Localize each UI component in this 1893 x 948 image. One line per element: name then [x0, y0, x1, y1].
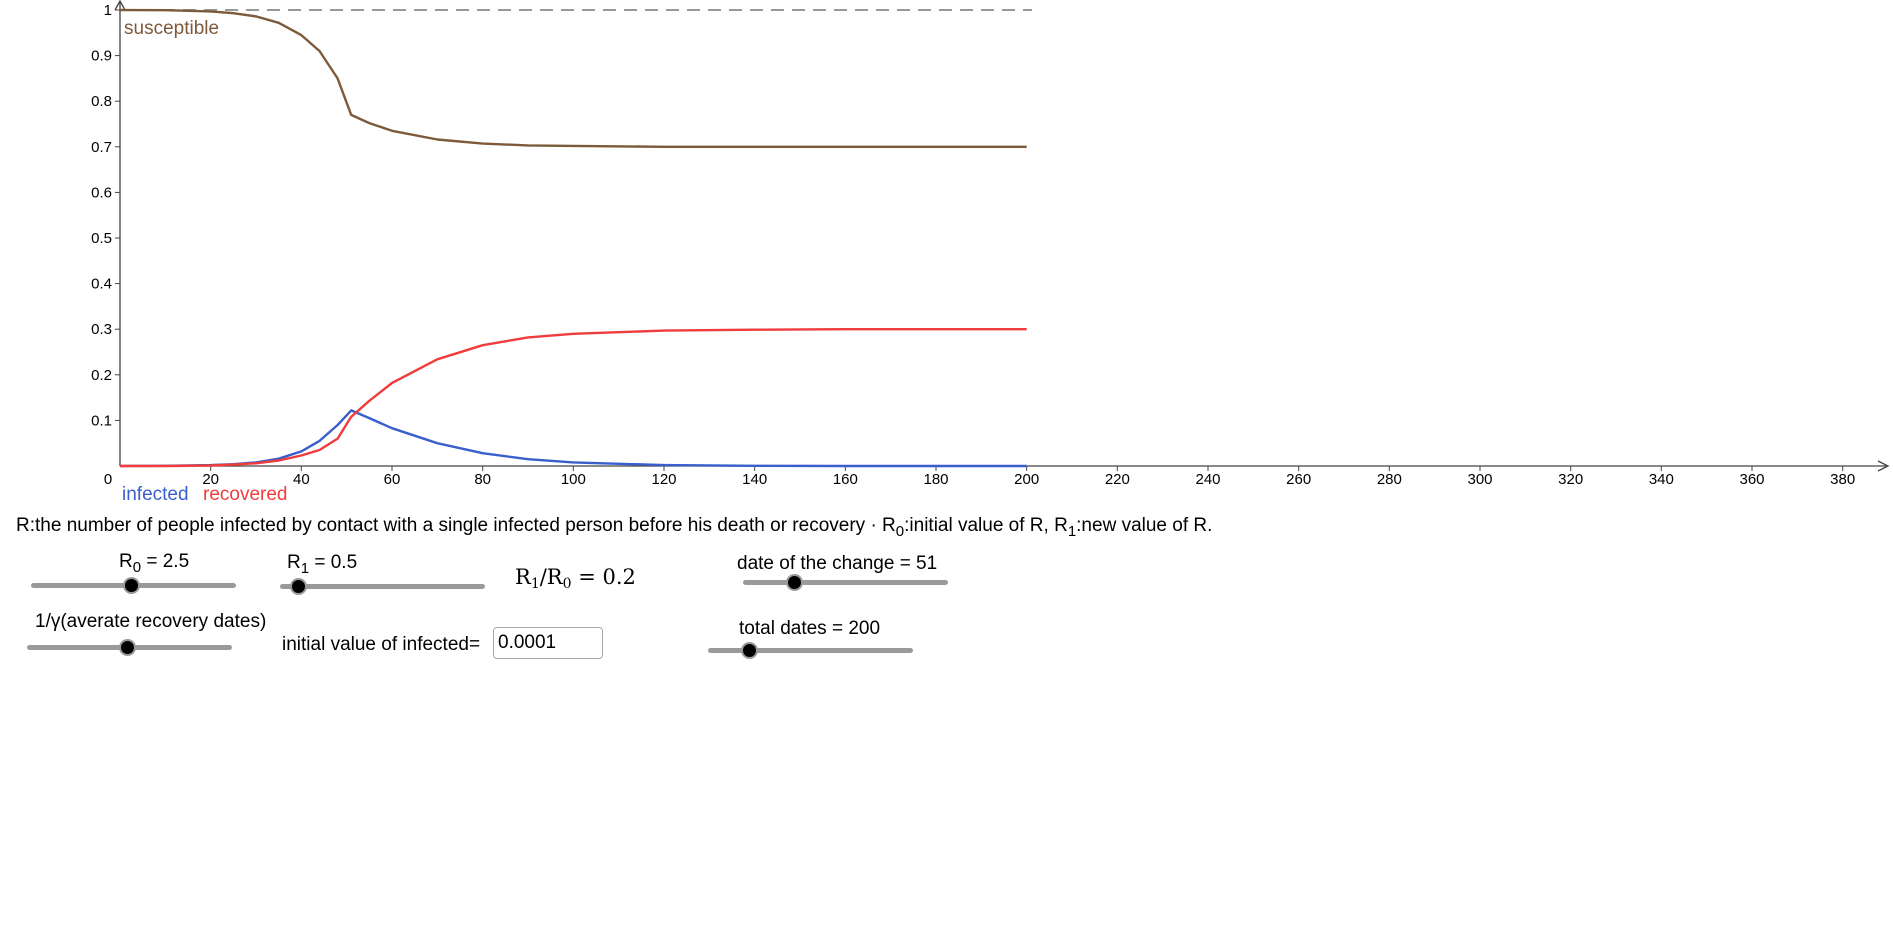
total-dates-slider-track[interactable]	[708, 648, 913, 653]
series-line-infected	[119, 409, 1027, 468]
x-tick-label: 360	[1739, 471, 1764, 488]
x-tick-label: 60	[384, 471, 401, 488]
x-tick-label: 20	[202, 471, 219, 488]
series-label-recovered: recovered	[203, 484, 288, 500]
x-tick-label: 140	[742, 471, 767, 488]
r0-label: R0 = 2.5	[119, 551, 190, 576]
x-tick-label: 160	[833, 471, 858, 488]
y-axis-arrow	[114, 0, 126, 11]
initial-infected-input[interactable]	[493, 627, 603, 659]
r0-slider[interactable]	[31, 575, 236, 597]
total-dates-slider-handle[interactable]	[741, 642, 758, 659]
recovery-slider[interactable]	[27, 637, 232, 659]
y-tick-label: 1	[104, 2, 112, 19]
x-tick-label: 180	[923, 471, 948, 488]
x-tick-label: 380	[1830, 471, 1855, 488]
x-tick-label: 320	[1558, 471, 1583, 488]
r0-slider-handle[interactable]	[123, 577, 141, 594]
x-axis-arrow	[1877, 460, 1890, 472]
x-tick-label: 0	[104, 471, 112, 488]
sir-chart: 0 20 40 60 80 100 120 140 160 180 200 220 240 260 280 3…	[91, 0, 1890, 500]
series-label-infected: infected	[122, 484, 189, 500]
change-date-label: date of the change = 51	[737, 553, 938, 574]
x-tick-label: 100	[561, 471, 586, 488]
x-tick-label: 260	[1286, 471, 1311, 488]
x-tick-label: 240	[1195, 471, 1220, 488]
y-tick-label: 0.4	[91, 276, 112, 293]
y-tick-label: 0.8	[91, 93, 112, 110]
series-label-susceptible: susceptible	[124, 18, 219, 39]
y-tick-label: 0.9	[91, 48, 112, 65]
change-date-slider[interactable]	[743, 572, 948, 594]
x-tick-label: 80	[474, 471, 491, 488]
y-tick-label: 0.1	[91, 412, 112, 429]
total-dates-slider[interactable]	[708, 640, 913, 662]
r1-slider-track[interactable]	[280, 584, 485, 589]
series-line-recovered	[120, 328, 1027, 468]
change-date-slider-handle[interactable]	[786, 574, 804, 591]
x-tick-label: 280	[1377, 471, 1402, 488]
total-dates-label: total dates = 200	[739, 618, 881, 639]
recovery-slider-handle[interactable]	[119, 639, 137, 656]
change-date-slider-track[interactable]	[743, 580, 948, 585]
x-tick-label: 40	[293, 471, 310, 488]
y-tick-label: 0.5	[91, 230, 112, 247]
x-tick-label: 300	[1467, 471, 1492, 488]
series-line-susceptible	[119, 8, 1027, 148]
recovery-label: 1/γ(averate recovery dates)	[35, 611, 267, 632]
r1-slider[interactable]	[280, 576, 485, 598]
r1-slider-handle[interactable]	[290, 578, 308, 595]
y-tick-label: 0.7	[91, 139, 112, 156]
r1-label: R1 = 0.5	[287, 552, 358, 577]
x-tick-label: 220	[1105, 471, 1130, 488]
x-tick-label: 200	[1014, 471, 1039, 488]
initial-infected-label: initial value of infected=	[282, 634, 481, 655]
model-description: R:the number of people infected by conta…	[16, 515, 1213, 540]
y-tick-label: 0.3	[91, 321, 112, 338]
y-tick-label: 0.6	[91, 184, 112, 201]
y-tick-label: 0.2	[91, 367, 112, 384]
ratio-readout: R1/R0 = 0.2	[515, 565, 636, 592]
x-tick-label: 340	[1649, 471, 1674, 488]
x-tick-label: 120	[651, 471, 676, 488]
